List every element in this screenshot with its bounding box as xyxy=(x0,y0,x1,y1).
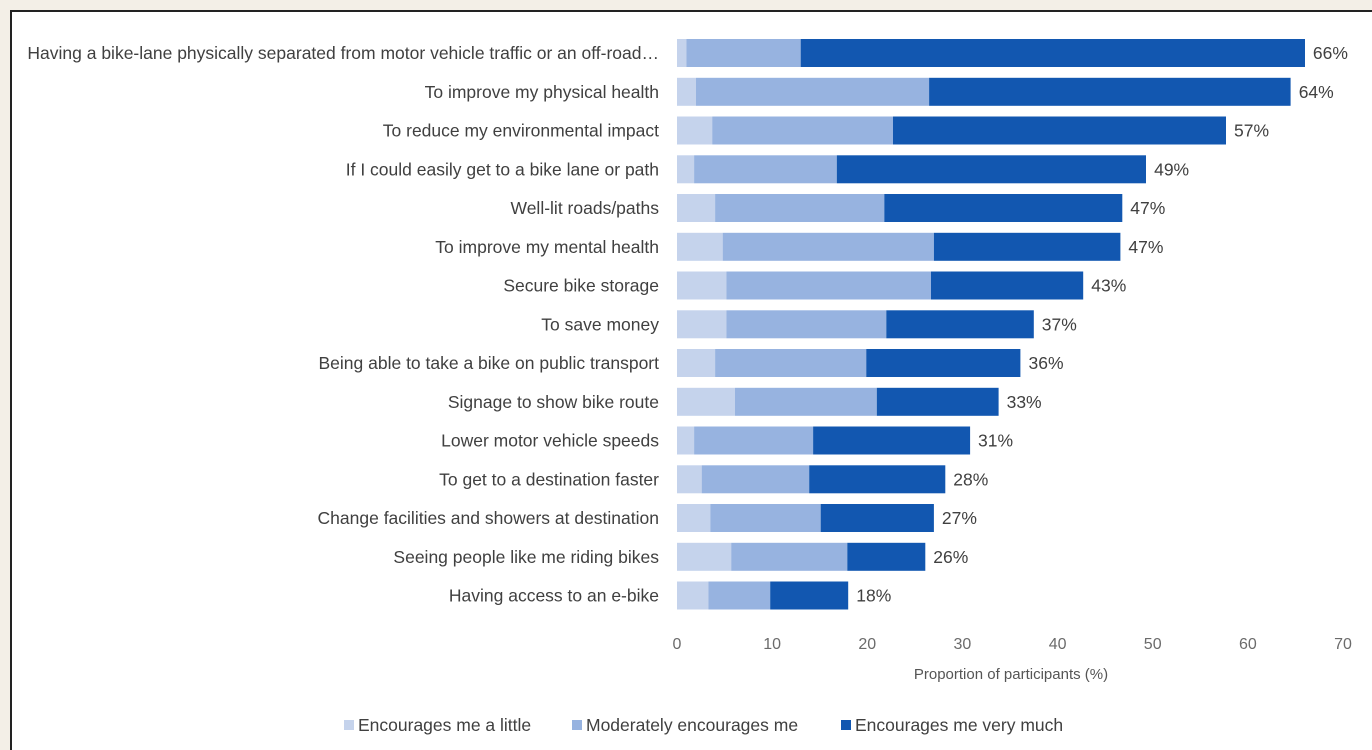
bar-segment-1-row-3 xyxy=(677,116,713,145)
category-label: To improve my physical health xyxy=(425,82,659,102)
category-label: Change facilities and showers at destina… xyxy=(318,508,659,528)
bar-segment-2-row-6 xyxy=(722,232,934,261)
bar-segment-1-row-5 xyxy=(677,194,716,222)
bar-segment-1-row-15 xyxy=(677,581,709,610)
legend-label: Encourages me a little xyxy=(358,715,531,735)
bar-segment-3-row-12 xyxy=(809,465,946,494)
x-tick-label: 20 xyxy=(858,636,876,653)
bar-segment-3-row-5 xyxy=(884,194,1123,222)
bar-segment-1-row-2 xyxy=(677,77,696,106)
category-label: Signage to show bike route xyxy=(448,392,659,412)
bar-segment-1-row-4 xyxy=(677,155,695,184)
data-label: 66% xyxy=(1313,43,1348,63)
category-label: Having a bike-lane physically separated … xyxy=(27,43,659,63)
bar-segment-2-row-14 xyxy=(731,542,848,571)
x-axis-title: Proportion of participants (%) xyxy=(914,666,1108,683)
value-labels: 66%64%57%49%47%47%43%37%36%33%31%28%27%2… xyxy=(856,43,1348,606)
category-label: Secure bike storage xyxy=(503,276,659,296)
bar-segment-3-row-8 xyxy=(886,310,1034,339)
bar-segment-2-row-4 xyxy=(694,155,837,184)
legend-swatch xyxy=(572,720,582,730)
data-label: 43% xyxy=(1091,276,1126,296)
bar-segment-3-row-2 xyxy=(929,77,1291,106)
x-tick-label: 60 xyxy=(1239,636,1257,653)
data-label: 47% xyxy=(1128,237,1163,257)
bar-segment-1-row-10 xyxy=(677,387,735,416)
category-label: Seeing people like me riding bikes xyxy=(393,547,659,567)
bar-segment-2-row-12 xyxy=(701,465,810,494)
x-tick-label: 70 xyxy=(1334,636,1352,653)
data-label: 31% xyxy=(978,431,1013,451)
legend-swatch xyxy=(841,720,851,730)
data-label: 26% xyxy=(933,547,968,567)
x-tick-label: 10 xyxy=(763,636,781,653)
data-label: 49% xyxy=(1154,159,1189,179)
data-label: 27% xyxy=(942,508,977,528)
bar-segment-1-row-6 xyxy=(677,232,723,261)
bar-segment-3-row-6 xyxy=(933,232,1121,261)
bar-segment-3-row-1 xyxy=(800,39,1305,67)
bar-segment-3-row-13 xyxy=(820,504,934,532)
category-label: Being able to take a bike on public tran… xyxy=(319,353,660,373)
bar-segment-2-row-1 xyxy=(686,39,801,67)
bar-segment-1-row-7 xyxy=(677,271,727,300)
bar-segment-3-row-3 xyxy=(893,116,1226,145)
bar-segment-1-row-8 xyxy=(677,310,727,339)
x-tick-label: 30 xyxy=(954,636,972,653)
category-label: Well-lit roads/paths xyxy=(511,198,660,218)
legend-label: Encourages me very much xyxy=(855,715,1063,735)
bar-segment-2-row-5 xyxy=(715,194,885,222)
bars-layer xyxy=(677,39,1305,610)
category-label: To save money xyxy=(541,314,659,334)
bar-segment-1-row-9 xyxy=(677,349,716,377)
bar-segment-2-row-7 xyxy=(726,271,932,300)
category-label: To get to a destination faster xyxy=(439,469,659,489)
data-label: 28% xyxy=(953,469,988,489)
bar-segment-3-row-10 xyxy=(876,387,999,416)
data-label: 64% xyxy=(1299,82,1334,102)
bar-segment-3-row-9 xyxy=(866,349,1021,377)
bar-segment-1-row-14 xyxy=(677,542,732,571)
data-label: 33% xyxy=(1007,392,1042,412)
data-label: 57% xyxy=(1234,121,1269,141)
bar-segment-1-row-1 xyxy=(677,39,687,67)
x-tick-label: 50 xyxy=(1144,636,1162,653)
legend-swatch xyxy=(344,720,354,730)
bar-segment-2-row-13 xyxy=(710,504,821,532)
bar-segment-1-row-12 xyxy=(677,465,702,494)
x-axis: 0 10 20 30 40 50 60 70 xyxy=(673,636,1352,653)
legend: Encourages me a little Moderately encoura… xyxy=(344,715,1063,735)
data-label: 37% xyxy=(1042,314,1077,334)
bar-segment-2-row-15 xyxy=(708,581,771,610)
category-label: If I could easily get to a bike lane or … xyxy=(346,159,659,179)
bar-segment-3-row-11 xyxy=(813,426,971,455)
category-label: To improve my mental health xyxy=(435,237,659,257)
x-tick-label: 40 xyxy=(1049,636,1067,653)
category-label: Having access to an e-bike xyxy=(449,586,659,606)
x-tick-label: 0 xyxy=(673,636,682,653)
bar-segment-2-row-11 xyxy=(694,426,813,455)
bar-segment-2-row-8 xyxy=(726,310,887,339)
bar-segment-2-row-10 xyxy=(735,387,877,416)
category-label: Lower motor vehicle speeds xyxy=(441,431,659,451)
data-label: 47% xyxy=(1130,198,1165,218)
category-labels: Having a bike-lane physically separated … xyxy=(27,43,659,606)
legend-label: Moderately encourages me xyxy=(586,715,798,735)
bar-segment-3-row-4 xyxy=(836,155,1146,184)
bar-segment-2-row-2 xyxy=(696,77,930,106)
bar-segment-3-row-15 xyxy=(770,581,849,610)
data-label: 18% xyxy=(856,586,891,606)
bar-segment-2-row-3 xyxy=(712,116,893,145)
data-label: 36% xyxy=(1029,353,1064,373)
bar-segment-2-row-9 xyxy=(715,349,867,377)
category-label: To reduce my environmental impact xyxy=(383,121,659,141)
bar-segment-1-row-11 xyxy=(677,426,695,455)
bar-segment-3-row-14 xyxy=(847,542,926,571)
bar-segment-3-row-7 xyxy=(931,271,1084,300)
bar-segment-1-row-13 xyxy=(677,504,711,532)
